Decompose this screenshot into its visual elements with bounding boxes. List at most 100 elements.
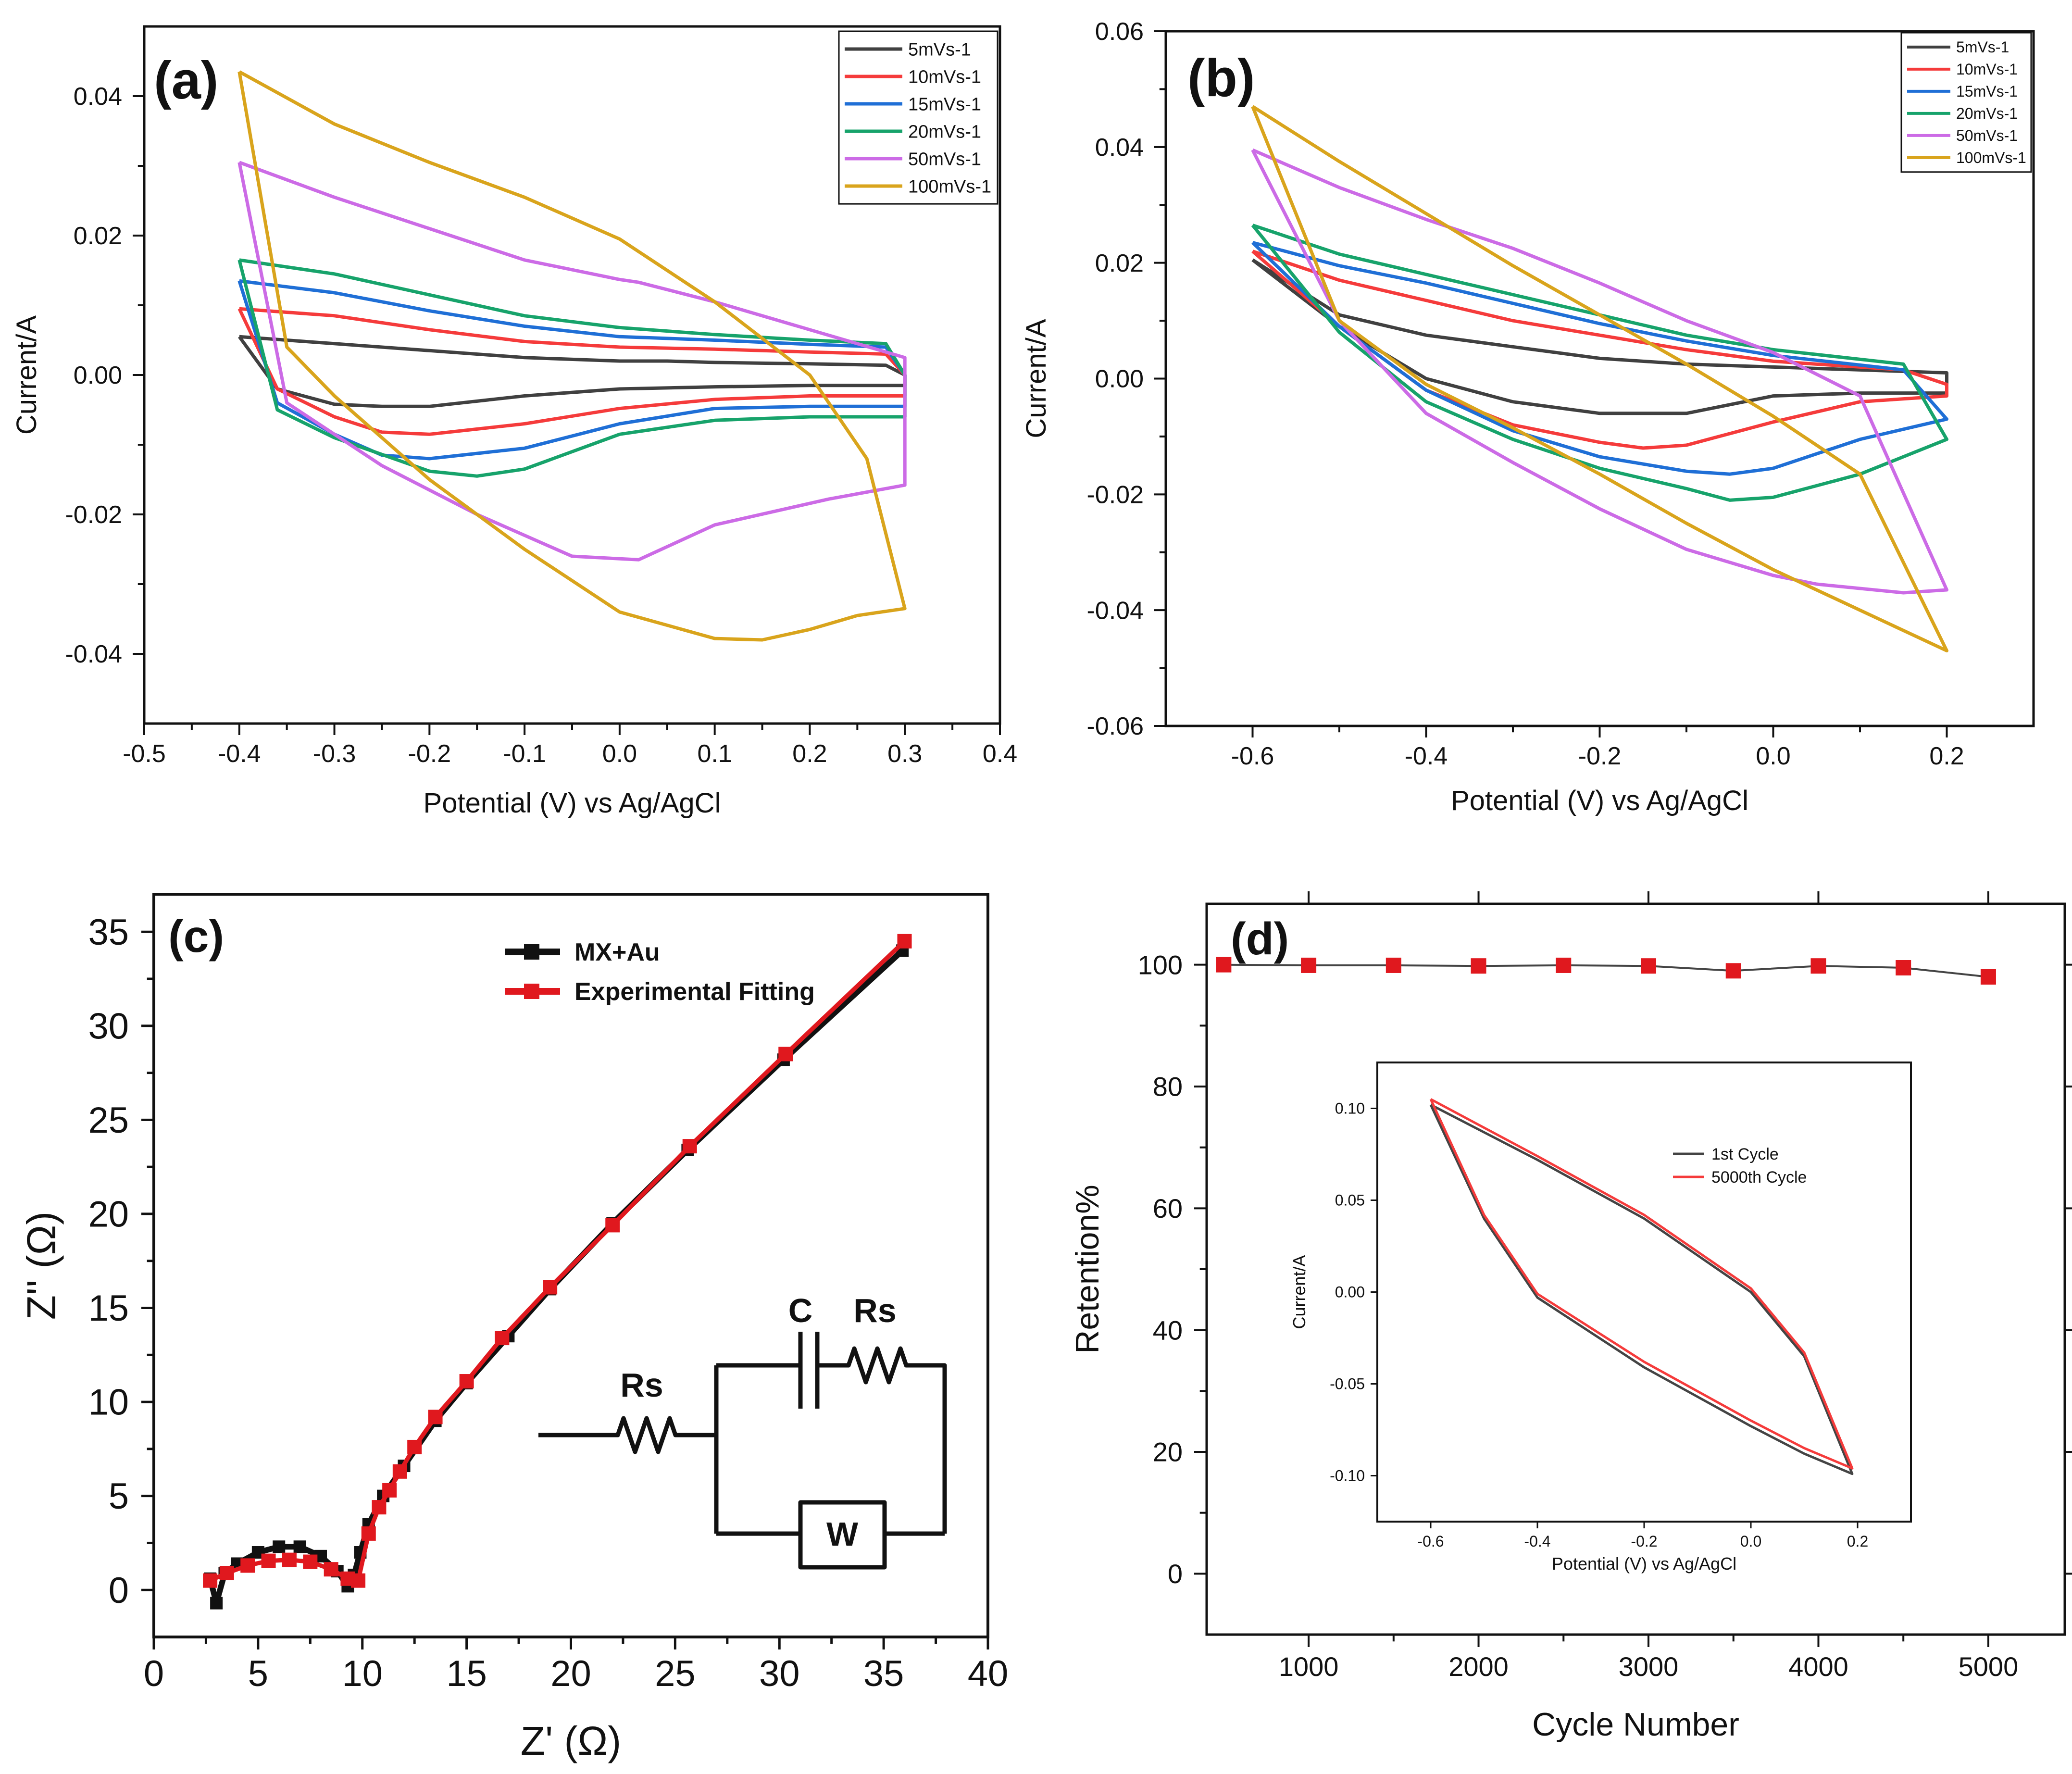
x-tick-label: 35 (863, 1653, 904, 1694)
inset-legend-label: 1st Cycle (1711, 1145, 1779, 1163)
x-tick-label: 5 (248, 1653, 268, 1694)
data-point (778, 1047, 793, 1062)
data-point (361, 1526, 376, 1541)
legend-box (1900, 32, 2032, 173)
resistor-rs-main (538, 1416, 716, 1454)
series-line-20mVs-1 (1251, 224, 1948, 502)
x-tick-label: 0.0 (602, 740, 637, 768)
circuit-label-w: W (826, 1515, 858, 1553)
legend-label: 100mVs-1 (1956, 149, 2026, 166)
data-point (240, 1558, 255, 1573)
circuit-label-c: C (788, 1292, 813, 1329)
y-tick-label: -0.04 (65, 640, 122, 668)
data-point (303, 1554, 318, 1569)
data-point (210, 1597, 223, 1610)
inset-y-tick-label: 0.10 (1335, 1100, 1365, 1117)
x-tick-label: -0.5 (123, 740, 166, 768)
x-tick-label: 10 (342, 1653, 383, 1694)
x-tick-label: 0.3 (887, 740, 922, 768)
y-tick-label: 25 (88, 1100, 129, 1141)
x-axis-title: Potential (V) vs Ag/AgCl (424, 787, 721, 819)
y-tick-label: 35 (88, 912, 129, 953)
legend-label: 10mVs-1 (908, 67, 981, 87)
data-point (543, 1280, 558, 1295)
series-line-50mVs-1 (237, 161, 907, 562)
y-tick-label: 80 (1153, 1072, 1183, 1102)
panel-d: 1000 2000 3000 4000 5000 0 20 40 60 80 100 Cycle Nu… (1069, 891, 2072, 1743)
x-tick-label: 4000 (1788, 1651, 1848, 1682)
data-point (219, 1566, 234, 1581)
x-tick-label: 15 (446, 1653, 487, 1694)
data-point (605, 1218, 620, 1233)
panel-label: (a) (154, 51, 218, 110)
legend-marker (524, 944, 539, 960)
x-tick-label: 0.2 (792, 740, 827, 768)
y-tick-label: 0.00 (74, 362, 122, 389)
y-axis-title: Current/A (1021, 319, 1052, 438)
y-tick-label: -0.02 (1086, 481, 1144, 509)
series-line-Experimental Fitting (209, 939, 906, 1583)
data-point (1896, 960, 1911, 975)
panel-label: (c) (168, 911, 224, 962)
y-tick-label: -0.06 (1086, 712, 1144, 740)
inset-series-line-1st Cycle (1429, 1103, 1854, 1475)
y-tick-label: 0 (1168, 1559, 1183, 1589)
data-point (897, 934, 912, 949)
data-point (282, 1552, 297, 1567)
equivalent-circuit (538, 1332, 947, 1570)
legend-label: 50mVs-1 (1956, 127, 2018, 144)
data-point (1301, 957, 1317, 973)
x-tick-label: 20 (550, 1653, 591, 1694)
data-point (1810, 958, 1826, 974)
legend-label: 10mVs-1 (1956, 61, 2018, 78)
panel-label: (d) (1231, 913, 1289, 964)
panel-label: (b) (1187, 49, 1255, 108)
x-axis-title: Cycle Number (1532, 1706, 1739, 1743)
data-point (372, 1500, 387, 1515)
x-axis-title: Z' (Ω) (521, 1718, 621, 1763)
y-tick-label: 0.04 (1095, 134, 1144, 162)
data-point (382, 1483, 397, 1498)
inset-x-tick-label: 0.0 (1740, 1533, 1761, 1550)
inset-y-tick-label: -0.05 (1330, 1375, 1365, 1393)
y-tick-label: -0.02 (65, 501, 122, 529)
data-point (1471, 958, 1486, 974)
legend-marker (524, 984, 539, 999)
data-point (203, 1573, 218, 1588)
legend-label: Experimental Fitting (574, 978, 815, 1006)
circuit-label-rs: Rs (853, 1292, 896, 1329)
y-axis-title: Z'' (Ω) (19, 1212, 64, 1320)
y-tick-label: 5 (109, 1476, 129, 1517)
inset-y-axis-title: Current/A (1289, 1255, 1309, 1329)
y-axis-title: Current/A (11, 315, 42, 435)
data-point (1556, 957, 1572, 973)
data-point (428, 1410, 443, 1424)
data-point (495, 1331, 510, 1346)
data-point (261, 1553, 276, 1568)
inset-x-tick-label: 0.2 (1847, 1533, 1868, 1550)
x-tick-label: -0.3 (313, 740, 356, 768)
x-tick-label: -0.6 (1231, 742, 1274, 770)
inset-series-line-5000th Cycle (1429, 1098, 1854, 1470)
x-tick-label: 5000 (1959, 1651, 2019, 1682)
data-point (407, 1439, 422, 1454)
series-line-100mVs-1 (1251, 105, 1948, 652)
x-tick-label: 0.0 (1756, 742, 1790, 770)
legend-label: 15mVs-1 (908, 94, 981, 114)
x-tick-label: -0.4 (218, 740, 261, 768)
y-tick-label: 40 (1153, 1315, 1183, 1345)
data-point (1385, 957, 1401, 973)
panel-c: 0 5 10 15 20 25 30 35 40 0 5 10 15 20 25 30 35 Z' (Ω) Z'' … (19, 893, 1008, 1763)
y-tick-label: 10 (88, 1382, 129, 1423)
legend-label: MX+Au (574, 938, 660, 966)
inset-x-tick-label: -0.4 (1524, 1533, 1550, 1550)
legend-label: 100mVs-1 (908, 176, 991, 197)
legend-label: 20mVs-1 (1956, 105, 2018, 122)
y-tick-label: -0.04 (1086, 597, 1144, 625)
data-point (1725, 963, 1741, 979)
legend-label: 5mVs-1 (908, 39, 971, 60)
x-tick-label: -0.4 (1405, 742, 1448, 770)
y-tick-label: 60 (1153, 1193, 1183, 1224)
inset-y-tick-label: 0.00 (1335, 1284, 1365, 1301)
